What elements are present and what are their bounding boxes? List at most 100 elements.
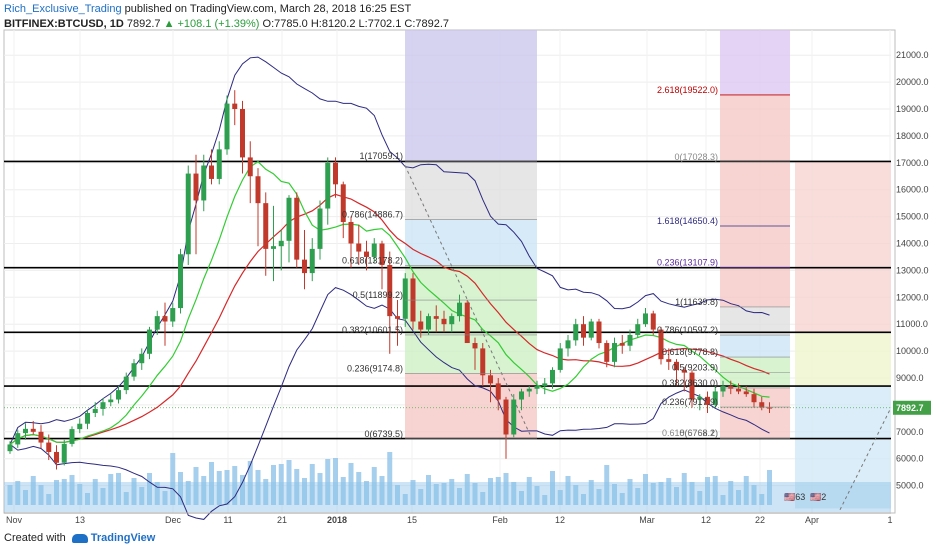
- volume-area: [4, 482, 891, 512]
- time-tick-label: Dec: [165, 515, 182, 525]
- volume-bar: [619, 493, 625, 505]
- candle-body: [302, 259, 307, 274]
- created-with-text: Created with: [4, 532, 66, 544]
- volume-bar: [705, 477, 710, 505]
- volume-bar: [271, 465, 276, 505]
- fib-labels: 1(17059.1) 0.786(14886.7) 0.618(13178.2) 0.…: [342, 85, 790, 440]
- candle-body: [263, 203, 269, 249]
- candle-body: [449, 316, 455, 325]
- tradingview-brand[interactable]: TradingView: [90, 532, 156, 544]
- fib-extension-label: 2.618(19522.0): [657, 85, 718, 95]
- candle-body: [232, 103, 238, 109]
- time-tick-label: 12: [701, 515, 711, 525]
- candle-body: [395, 316, 400, 319]
- candle-body: [193, 173, 199, 201]
- volume-bar: [317, 473, 323, 505]
- candle-body: [697, 396, 703, 400]
- price-tick-label: 17000.0: [896, 158, 929, 168]
- candle-body: [278, 240, 284, 247]
- candle-body: [379, 243, 385, 266]
- candle-body: [495, 383, 501, 400]
- us-flag-icon-2[interactable]: 🇺🇸2: [810, 492, 827, 502]
- candle-body: [666, 359, 672, 362]
- price-change: ▲ +108.1 (+1.39%): [163, 18, 260, 30]
- volume-bars: [4, 452, 891, 512]
- volume-bar: [573, 485, 579, 505]
- volume-bar: [38, 485, 44, 505]
- time-axis[interactable]: Nov 13 Dec 11 21 2018 15 Feb 12 Mar 12 22 Apr 1: [4, 512, 893, 525]
- time-tick-label: Nov: [6, 515, 23, 525]
- fib-label: 0.236(9174.8): [347, 363, 403, 373]
- time-tick-label: 21: [277, 515, 287, 525]
- price-tick-label: 6000.0: [896, 454, 924, 464]
- price-axis[interactable]: 21000.0 20000.0 19000.0 18000.0 17000.0 16000…: [893, 50, 931, 491]
- volume-bar: [689, 482, 695, 505]
- candle-body: [333, 162, 338, 185]
- volume-bar: [100, 488, 106, 505]
- fib-extension-label: 1.618(14650.4): [657, 216, 718, 226]
- volume-bar: [7, 485, 13, 505]
- volume-bar: [193, 467, 199, 505]
- volume-bar: [565, 476, 571, 505]
- candle-body: [92, 408, 98, 413]
- volume-bar: [674, 487, 679, 505]
- fib-label: 0(6739.5): [364, 429, 403, 439]
- fib-extension-label: 0.618(6762.1): [662, 428, 718, 438]
- candle-body: [728, 386, 734, 389]
- candle-body: [627, 334, 633, 346]
- symbol-line: BITFINEX:BTCUSD, 1D 7892.7 ▲ +108.1 (+1.…: [4, 18, 449, 30]
- volume-bar: [224, 470, 230, 505]
- flag-count-1: 63: [795, 492, 806, 502]
- volume-bar: [356, 472, 362, 505]
- volume-bar: [348, 463, 354, 505]
- volume-bar: [511, 482, 517, 505]
- candle-body: [340, 184, 346, 222]
- volume-bar: [410, 480, 416, 505]
- candle-body: [596, 321, 602, 344]
- price-tick-label: 20000.0: [896, 77, 929, 87]
- fib-label: 0.5(11899.2): [353, 290, 403, 300]
- candle-body: [85, 412, 90, 424]
- publish-line: Rich_Exclusive_Trading published on Trad…: [4, 3, 411, 15]
- volume-bar: [178, 472, 183, 505]
- candle-body: [503, 399, 509, 435]
- author-link[interactable]: Rich_Exclusive_Trading: [4, 3, 122, 15]
- us-flag-icon[interactable]: 🇺🇸63: [784, 492, 806, 502]
- candle-body: [294, 197, 300, 260]
- candle-body: [674, 361, 679, 370]
- candle-body: [15, 433, 21, 445]
- price-tick-label: 9000.0: [896, 373, 924, 383]
- candle-body: [689, 372, 695, 400]
- price-tick-label: 10000.0: [896, 346, 929, 356]
- fib-extension-label: 0(17028.3): [674, 152, 718, 162]
- candle-body: [123, 376, 129, 391]
- fib-label: 0.618(13178.2): [342, 256, 403, 266]
- candle-body: [162, 316, 168, 322]
- volume-bar: [503, 473, 509, 505]
- volume-bar: [402, 494, 408, 505]
- volume-bar: [263, 479, 269, 505]
- candle-body: [23, 428, 28, 434]
- tradingview-logo-icon: [71, 533, 88, 543]
- candle-body: [464, 302, 470, 344]
- candle-body: [108, 399, 114, 403]
- fib-label: 1(11639.8): [675, 297, 718, 307]
- volume-bar: [449, 479, 455, 505]
- volume-bar: [61, 479, 67, 505]
- candle-body: [317, 208, 323, 249]
- candle-body: [247, 157, 253, 177]
- price-tick-label: 11000.0: [896, 319, 928, 329]
- volume-bar: [108, 474, 114, 505]
- candles: [7, 90, 772, 470]
- volume-bar: [46, 494, 52, 505]
- price-tick-label: 14000.0: [896, 239, 929, 249]
- ma-slow-line: [9, 193, 770, 445]
- price-tick-label: 18000.0: [896, 131, 929, 141]
- volume-bar: [147, 473, 152, 505]
- candle-body: [767, 407, 772, 409]
- volume-bar: [325, 459, 331, 505]
- price-tick-label: 5000.0: [896, 481, 924, 491]
- volume-bar: [650, 483, 656, 505]
- projection-line: [839, 407, 892, 511]
